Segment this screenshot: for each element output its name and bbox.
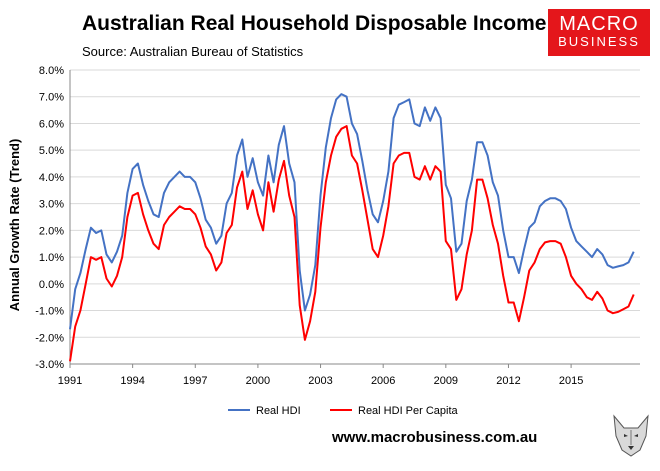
macrobusiness-logo: MACRO BUSINESS	[548, 9, 650, 56]
y-tick-label: 6.0%	[39, 118, 64, 130]
legend-label: Real HDI	[256, 405, 301, 417]
chart-source: Source: Australian Bureau of Statistics	[82, 44, 304, 59]
chart-title: Australian Real Household Disposable Inc…	[82, 12, 547, 35]
logo-line1: MACRO	[559, 13, 639, 35]
y-tick-label: 4.0%	[39, 172, 64, 184]
website-url: www.macrobusiness.com.au	[332, 429, 538, 446]
y-tick-label: -1.0%	[35, 306, 64, 318]
x-tick-label: 2003	[308, 375, 332, 387]
x-tick-labels: 1991 1994 1997 2000 2003 2006 2009 2012 2015	[58, 375, 584, 387]
x-tick-label: 2006	[371, 375, 395, 387]
y-tick-label: 5.0%	[39, 145, 64, 157]
x-tick-label: 2015	[559, 375, 583, 387]
y-tick-label: 3.0%	[39, 199, 64, 211]
y-tick-label: 8.0%	[39, 65, 64, 77]
x-tick-label: 1997	[183, 375, 207, 387]
x-tick-label: 1991	[58, 375, 82, 387]
legend-label: Real HDI Per Capita	[358, 405, 459, 417]
gridlines	[70, 69, 640, 365]
x-tick-label: 2009	[434, 375, 458, 387]
y-tick-label: 7.0%	[39, 92, 64, 104]
logo-line2: BUSINESS	[558, 34, 640, 49]
y-tick-label: 1.0%	[39, 252, 64, 264]
y-tick-label: 2.0%	[39, 225, 64, 237]
y-tick-label: -2.0%	[35, 332, 64, 344]
y-tick-label: 0.0%	[39, 279, 64, 291]
y-tick-labels: -3.0% -2.0% -1.0% 0.0% 1.0% 2.0% 3.0% 4.0% 5.0% 6…	[35, 65, 64, 371]
y-axis-label: Annual Growth Rate (Trend)	[7, 139, 22, 312]
y-tick-label: -3.0%	[35, 359, 64, 371]
axes	[69, 70, 640, 368]
legend: Real HDI Real HDI Per Capita	[228, 405, 459, 417]
x-tick-label: 1994	[120, 375, 144, 387]
series-line	[69, 93, 635, 330]
series-line	[69, 125, 635, 362]
x-tick-label: 2000	[246, 375, 270, 387]
series-lines	[69, 93, 635, 362]
wolf-logo-icon	[613, 414, 649, 457]
x-tick-label: 2012	[496, 375, 520, 387]
